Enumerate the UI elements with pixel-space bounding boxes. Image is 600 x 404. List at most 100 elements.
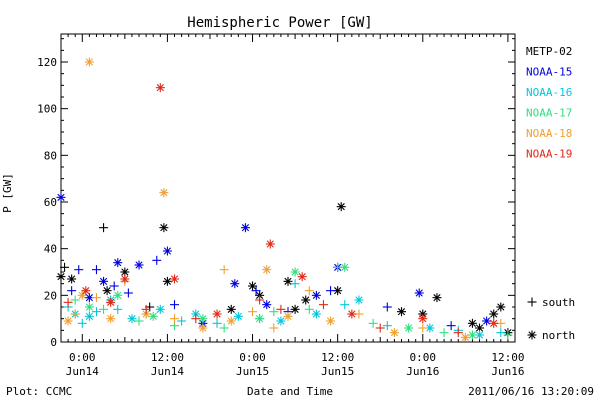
data-point: [467, 330, 477, 340]
data-point: [375, 323, 385, 333]
legend-label-south: south: [542, 296, 575, 309]
data-point: [262, 300, 272, 310]
data-point: [141, 304, 151, 314]
footer-credit: Plot: CCMC: [6, 385, 72, 398]
series-noaa-15: [56, 192, 492, 331]
data-point: [191, 314, 201, 324]
data-point: [467, 318, 477, 328]
data-point: [170, 274, 179, 284]
x-tick-label-date: Jun14: [151, 365, 184, 378]
y-tick-label: 0: [50, 336, 57, 349]
x-tick-label-time: 0:00: [239, 351, 266, 364]
data-point: [159, 188, 169, 198]
data-point: [336, 202, 346, 212]
data-point: [134, 316, 144, 326]
data-point: [255, 295, 265, 305]
data-point: [81, 286, 91, 296]
data-point: [503, 330, 513, 340]
data-point: [311, 290, 321, 300]
legend-entry-noaa-19: NOAA-19: [526, 148, 572, 161]
data-point: [170, 300, 179, 310]
legend-entry-metp-02: METP-02: [526, 45, 572, 58]
data-point: [269, 323, 279, 333]
data-point: [159, 223, 169, 233]
data-point: [113, 258, 123, 268]
data-point: [226, 304, 236, 314]
data-point: [354, 295, 364, 305]
data-point: [240, 223, 250, 233]
data-point: [318, 300, 328, 310]
data-point: [120, 274, 130, 284]
series-noaa-19: [63, 83, 499, 338]
data-point: [60, 262, 70, 272]
data-point: [389, 328, 399, 338]
chart-title: Hemispheric Power [GW]: [187, 15, 372, 31]
x-tick-label-time: 0:00: [410, 351, 437, 364]
data-point: [269, 307, 279, 317]
data-point: [496, 302, 506, 312]
x-tick-label-date: Jun15: [236, 365, 269, 378]
x-tick-label-date: Jun14: [66, 365, 99, 378]
data-point: [84, 57, 94, 67]
legend-marker-north: [527, 330, 537, 340]
data-point: [123, 288, 133, 298]
series-noaa-17: [70, 262, 513, 340]
data-point: [262, 265, 272, 275]
series-metp-02: [56, 202, 513, 338]
data-point: [134, 260, 144, 270]
data-point: [418, 314, 428, 324]
data-point: [162, 276, 172, 286]
data-point: [414, 288, 424, 298]
data-point: [290, 304, 300, 314]
data-point: [77, 318, 87, 328]
data-point: [276, 304, 286, 314]
data-point: [418, 323, 428, 333]
x-tick-label-date: Jun15: [321, 365, 354, 378]
data-point: [382, 302, 392, 312]
data-point: [148, 311, 158, 321]
data-point: [102, 286, 112, 296]
x-tick-label-time: 12:00: [491, 351, 524, 364]
data-point: [226, 316, 236, 326]
data-point: [248, 307, 258, 317]
data-point: [283, 311, 293, 321]
data-point: [347, 309, 357, 319]
data-point: [106, 314, 116, 324]
legend-entry-noaa-17: NOAA-17: [526, 107, 572, 120]
x-tick-label-time: 12:00: [151, 351, 184, 364]
data-point: [109, 281, 119, 291]
data-point: [67, 274, 77, 284]
footer-timestamp: 2011/06/16 13:20:09: [468, 385, 594, 398]
data-point: [127, 314, 137, 324]
data-point: [265, 239, 275, 249]
data-point: [397, 307, 406, 317]
data-point: [77, 290, 87, 300]
axes-group: 0204060801001200:00Jun1412:00Jun140:00Ju…: [37, 33, 524, 378]
data-point: [460, 332, 470, 342]
data-point: [255, 314, 265, 324]
data-point: [162, 246, 172, 256]
data-point: [113, 304, 123, 314]
data-point: [301, 295, 311, 305]
data-point: [91, 293, 101, 303]
data-point: [113, 290, 123, 300]
data-point: [368, 318, 378, 328]
data-point: [251, 286, 261, 296]
data-point: [311, 309, 321, 319]
data-point: [56, 272, 66, 282]
data-point: [67, 286, 77, 296]
data-point: [170, 314, 179, 324]
data-point: [290, 267, 300, 277]
data-point: [404, 323, 414, 333]
data-point: [248, 281, 258, 291]
y-tick-label: 40: [44, 243, 57, 256]
data-point: [155, 304, 165, 314]
legend-entry-noaa-18: NOAA-18: [526, 127, 572, 140]
legend-marker-south: [527, 297, 537, 307]
data-point: [198, 323, 208, 333]
data-point: [489, 309, 499, 319]
x-tick-label-date: Jun16: [406, 365, 439, 378]
data-point: [496, 328, 506, 338]
